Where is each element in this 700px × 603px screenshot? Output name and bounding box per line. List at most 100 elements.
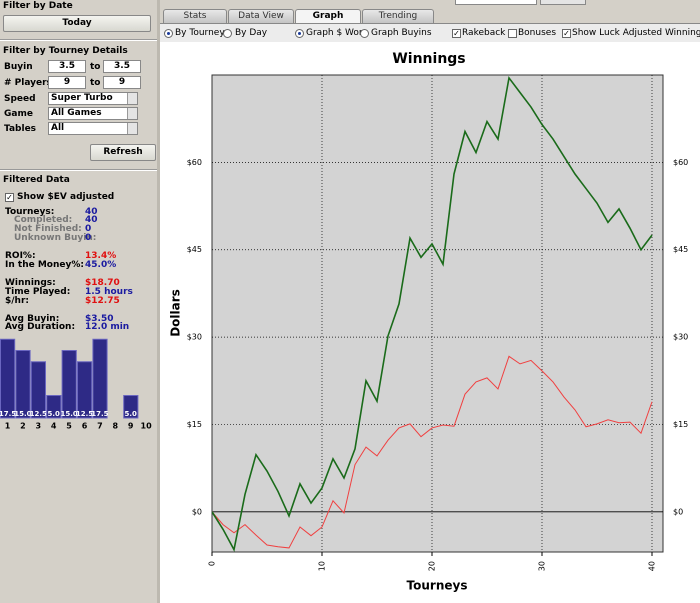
- x-tick-label: 0: [208, 561, 217, 566]
- stat-label: $/hr:: [5, 296, 29, 306]
- radio[interactable]: [164, 29, 173, 38]
- line-series: [212, 75, 653, 552]
- radio-label: Graph $ Won: [306, 28, 365, 38]
- stat-label: In the Money%:: [5, 260, 84, 270]
- x-tick-label: 10: [318, 561, 327, 571]
- histogram-label: 4: [51, 422, 57, 431]
- text-input[interactable]: 9: [48, 76, 86, 89]
- checkbox[interactable]: ✓: [562, 29, 571, 38]
- today-button[interactable]: Today: [3, 15, 151, 32]
- line-series: [212, 355, 653, 549]
- bar-value-label: 15.0: [60, 410, 77, 418]
- x-tick-label: 30: [538, 561, 547, 571]
- text-input[interactable]: 3.5: [103, 60, 141, 73]
- tab[interactable]: Stats: [163, 9, 227, 23]
- x-tick-label: 20: [428, 561, 437, 571]
- radio-label: By Day: [235, 28, 268, 38]
- tab[interactable]: Graph: [295, 9, 361, 23]
- stat-value: 12.0 min: [85, 322, 130, 332]
- field-label: to: [90, 62, 101, 72]
- stat-value: 40: [85, 207, 98, 217]
- x-axis-label: Tourneys: [407, 579, 468, 593]
- dropdown[interactable]: All Games: [48, 107, 138, 120]
- histogram-label: 5: [66, 422, 72, 431]
- histogram-bar: [0, 338, 16, 419]
- stat-label: Completed:: [14, 215, 73, 225]
- tab[interactable]: Data View: [228, 9, 294, 23]
- y-tick-label: $45: [187, 245, 202, 254]
- checkbox[interactable]: [508, 29, 517, 38]
- histogram-label: 6: [82, 422, 88, 431]
- field-label: Tables: [4, 124, 37, 134]
- stat-label: Unknown Buyin:: [14, 233, 97, 243]
- y-tick-label: $0: [192, 507, 202, 516]
- bar-value-label: 12.5: [30, 410, 47, 418]
- splitter: [157, 0, 160, 603]
- text-input[interactable]: 9: [103, 76, 141, 89]
- dropdown[interactable]: All: [48, 122, 138, 135]
- x-tick-label: 40: [648, 561, 657, 571]
- stat-value: $3.50: [85, 314, 114, 324]
- stat-value: 40: [85, 215, 98, 225]
- stat-label: Tourneys:: [5, 207, 55, 217]
- section-title: Filter by Tourney Details: [3, 46, 128, 56]
- radio[interactable]: [360, 29, 369, 38]
- stat-label: Time Played:: [5, 287, 71, 297]
- y-tick-label: $15: [187, 420, 202, 429]
- button[interactable]: [540, 0, 586, 5]
- stat-value: 1.5 hours: [85, 287, 133, 297]
- histogram-bar: [46, 395, 62, 419]
- field-label: to: [90, 78, 101, 88]
- checkbox-label: Bonuses: [518, 28, 557, 38]
- stat-value: 45.0%: [85, 260, 117, 270]
- histogram-label: 10: [141, 422, 153, 431]
- stat-value: $18.70: [85, 278, 120, 288]
- histogram-bar: [92, 338, 108, 419]
- checkbox-label: Rakeback: [462, 28, 506, 38]
- dropdown[interactable]: Super Turbo: [48, 92, 138, 105]
- plot-area: [211, 74, 664, 553]
- histogram-label: 3: [36, 422, 42, 431]
- histogram-label: 1: [5, 422, 11, 431]
- bar-value-label: 5.0: [124, 410, 137, 418]
- radio[interactable]: [223, 29, 232, 38]
- dropdown[interactable]: [455, 0, 537, 5]
- histogram: 1 17.5 2 15.0 3 12.5 4 5.0 5 15.0 6 12.5 7 17.5 8 9 5.0 1…: [0, 338, 153, 431]
- radio-label: Graph Buyins: [371, 28, 432, 38]
- stat-label: Not Finished:: [14, 224, 82, 234]
- radio-label: By Tourney: [175, 28, 225, 38]
- stat-value: 13.4%: [85, 251, 117, 261]
- histogram-bar: [77, 361, 93, 419]
- bar-value-label: 17.5: [0, 410, 16, 418]
- field-label: Speed: [4, 94, 36, 104]
- section-title: Filtered Data: [3, 175, 70, 185]
- histogram-label: 7: [97, 422, 103, 431]
- checkbox[interactable]: ✓: [452, 29, 461, 38]
- y-axis-label: Dollars: [169, 289, 183, 337]
- stat-label: Avg Buyin:: [5, 314, 60, 324]
- stat-value: $12.75: [85, 296, 120, 306]
- refresh-button[interactable]: Refresh: [90, 144, 156, 161]
- stat-label: ROI%:: [5, 251, 36, 261]
- field-label: # Players: [4, 78, 52, 88]
- radio[interactable]: [295, 29, 304, 38]
- histogram-label: 8: [113, 422, 119, 431]
- histogram-bar: [30, 361, 46, 419]
- histogram-bar: [123, 395, 139, 419]
- y-tick-label: $15: [673, 420, 688, 429]
- bar-value-label: 5.0: [47, 410, 60, 418]
- y-tick-label: $45: [673, 245, 688, 254]
- section-title: Filter by Date: [3, 1, 73, 11]
- tab[interactable]: Trending: [362, 9, 434, 23]
- stat-label: Winnings:: [5, 278, 56, 288]
- bar-value-label: 15.0: [14, 410, 31, 418]
- checkbox[interactable]: ✓: [5, 193, 14, 202]
- text-input[interactable]: 3.5: [48, 60, 86, 73]
- chart-title: Winnings: [392, 51, 465, 67]
- y-tick-label: $30: [187, 333, 202, 342]
- bar-value-label: 12.5: [76, 410, 93, 418]
- y-tick-label: $0: [673, 507, 683, 516]
- field-label: Buyin: [4, 62, 33, 72]
- chart: Winnings Dollars Tourneys $0 $0 $15 $15 $30 $…: [160, 42, 700, 603]
